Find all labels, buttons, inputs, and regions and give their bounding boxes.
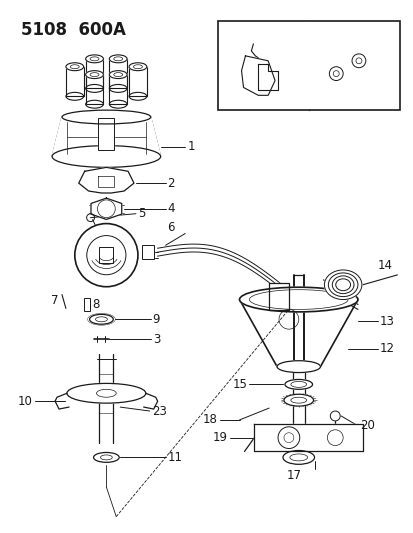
- Polygon shape: [258, 64, 278, 91]
- Ellipse shape: [335, 279, 350, 290]
- Ellipse shape: [93, 453, 119, 462]
- Bar: [99, 247, 113, 263]
- Bar: [217, 21, 399, 110]
- Text: 14: 14: [377, 259, 392, 271]
- Ellipse shape: [282, 450, 314, 464]
- Text: 21: 21: [343, 24, 356, 34]
- Text: 12: 12: [379, 342, 394, 356]
- Ellipse shape: [85, 71, 103, 78]
- Text: 23: 23: [152, 405, 166, 417]
- Ellipse shape: [66, 92, 83, 100]
- Ellipse shape: [85, 84, 103, 92]
- Text: 22: 22: [222, 24, 235, 34]
- Text: 11: 11: [167, 451, 182, 464]
- Polygon shape: [241, 56, 274, 95]
- Ellipse shape: [276, 361, 320, 373]
- Bar: [109, 59, 127, 88]
- Bar: [83, 297, 89, 311]
- Bar: [66, 67, 83, 96]
- Text: 5: 5: [138, 207, 145, 220]
- Bar: [66, 67, 83, 96]
- Text: 9: 9: [152, 313, 160, 326]
- Text: 18: 18: [202, 414, 217, 426]
- Circle shape: [351, 54, 365, 68]
- Ellipse shape: [284, 379, 312, 389]
- Ellipse shape: [109, 71, 127, 78]
- Bar: [129, 67, 147, 96]
- Ellipse shape: [324, 270, 361, 300]
- Ellipse shape: [52, 146, 160, 167]
- Text: 20: 20: [359, 419, 374, 432]
- Polygon shape: [254, 424, 362, 451]
- Ellipse shape: [85, 100, 103, 108]
- Bar: [109, 75, 127, 104]
- Ellipse shape: [109, 84, 127, 92]
- Ellipse shape: [283, 394, 313, 406]
- Text: 10: 10: [17, 394, 32, 408]
- Text: 3: 3: [152, 333, 160, 345]
- Text: 5108  600A: 5108 600A: [21, 21, 125, 39]
- Text: 8: 8: [93, 298, 100, 311]
- Bar: [98, 118, 114, 150]
- Text: 7: 7: [50, 294, 58, 307]
- Text: 19: 19: [212, 431, 227, 444]
- Ellipse shape: [129, 92, 147, 100]
- Ellipse shape: [328, 273, 357, 296]
- Text: 17: 17: [286, 469, 301, 482]
- Bar: [268, 283, 288, 310]
- Bar: [99, 247, 113, 263]
- Bar: [142, 245, 153, 259]
- Polygon shape: [78, 167, 134, 193]
- Polygon shape: [91, 198, 121, 220]
- Circle shape: [328, 67, 342, 80]
- Ellipse shape: [67, 383, 145, 403]
- Bar: [85, 59, 103, 88]
- Circle shape: [75, 223, 138, 287]
- Polygon shape: [52, 117, 160, 161]
- Bar: [83, 297, 89, 311]
- Bar: [109, 59, 127, 88]
- Bar: [109, 75, 127, 104]
- Bar: [85, 75, 103, 104]
- Ellipse shape: [89, 314, 113, 324]
- Text: 13: 13: [379, 315, 394, 328]
- Bar: [142, 245, 153, 259]
- Bar: [268, 283, 288, 310]
- Text: 1: 1: [187, 140, 194, 153]
- Ellipse shape: [62, 110, 150, 124]
- Text: 6: 6: [167, 221, 175, 234]
- Text: 15: 15: [232, 378, 247, 391]
- Ellipse shape: [332, 276, 353, 294]
- Bar: [85, 75, 103, 104]
- Text: 4: 4: [167, 203, 175, 215]
- Bar: [129, 67, 147, 96]
- Ellipse shape: [129, 63, 147, 71]
- Ellipse shape: [109, 55, 127, 63]
- Ellipse shape: [85, 55, 103, 63]
- Ellipse shape: [109, 100, 127, 108]
- Bar: [85, 59, 103, 88]
- Ellipse shape: [239, 287, 357, 312]
- Bar: [98, 118, 114, 150]
- Ellipse shape: [66, 63, 83, 71]
- Text: 2: 2: [167, 176, 175, 190]
